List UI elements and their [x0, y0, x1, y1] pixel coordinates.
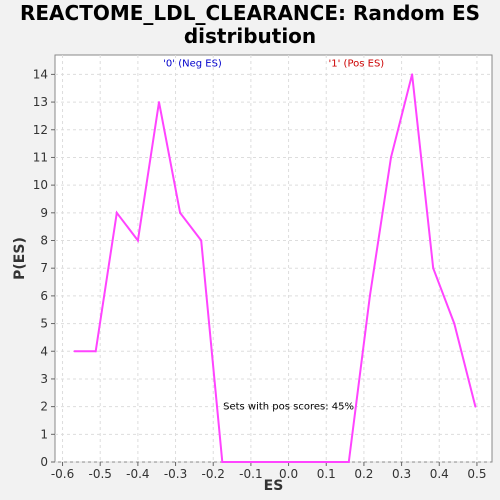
x-tick-label: 0.5	[467, 467, 486, 481]
data-point	[73, 350, 76, 353]
y-tick-label: 0	[40, 455, 48, 469]
x-tick-label: -0.3	[164, 467, 187, 481]
data-point	[347, 461, 350, 463]
annotation-text: Sets with pos scores: 45%	[223, 402, 354, 413]
x-tick-label: -0.1	[239, 467, 262, 481]
y-tick-label: 4	[40, 344, 48, 358]
x-tick-label: 0.3	[392, 467, 411, 481]
y-axis-label: P(ES)	[12, 237, 28, 280]
annotations: '0' (Neg ES) '1' (Pos ES) Sets with pos sc…	[163, 58, 384, 412]
x-axis-label: ES	[264, 478, 284, 494]
data-point	[221, 461, 224, 463]
y-tick-label: 1	[40, 427, 48, 441]
plot-area	[54, 54, 493, 463]
y-tick-label: 11	[33, 150, 48, 164]
annotation-text: '1' (Pos ES)	[329, 58, 385, 69]
y-tick-label: 5	[40, 317, 48, 331]
y-tick-label: 14	[33, 67, 48, 81]
grid	[55, 55, 492, 463]
data-point	[157, 101, 160, 104]
data-point	[200, 239, 203, 242]
y-tick-label: 10	[33, 178, 48, 192]
data-point	[474, 405, 477, 408]
data-point	[368, 294, 371, 297]
series-layer	[73, 73, 477, 463]
y-tick-label: 12	[33, 123, 48, 137]
x-tick-label: 0.4	[430, 467, 449, 481]
chart-title: REACTOME_LDL_CLEARANCE: Random ES distri…	[19, 1, 481, 48]
x-tick-label: -0.6	[51, 467, 74, 481]
y-tick-label: 3	[40, 372, 48, 386]
x-tick-label: 0.1	[317, 467, 336, 481]
x-tick-label: 0.0	[279, 467, 298, 481]
data-point	[453, 322, 456, 325]
data-point	[136, 239, 139, 242]
x-tick-label: -0.2	[202, 467, 225, 481]
x-tick-label: 0.2	[354, 467, 373, 481]
y-tick-label: 2	[40, 400, 48, 414]
data-point	[94, 350, 97, 353]
y-tick-label: 9	[40, 206, 48, 220]
y-tick-label: 7	[40, 261, 48, 275]
x-tick-label: -0.5	[88, 467, 111, 481]
data-point	[432, 267, 435, 270]
y-tick-label: 6	[40, 289, 48, 303]
annotation-text: '0' (Neg ES)	[163, 58, 222, 69]
data-point	[390, 156, 393, 159]
axes: -0.6 -0.5 -0.4 -0.3 -0.2 -0.1 0.0 0.1 0.2 0.3 0.4 0…	[33, 67, 487, 481]
data-point	[179, 211, 182, 214]
y-tick-label: 13	[33, 95, 48, 109]
data-point	[411, 73, 414, 76]
x-tick-label: -0.4	[126, 467, 149, 481]
y-tick-label: 8	[40, 234, 48, 248]
data-point	[115, 211, 118, 214]
